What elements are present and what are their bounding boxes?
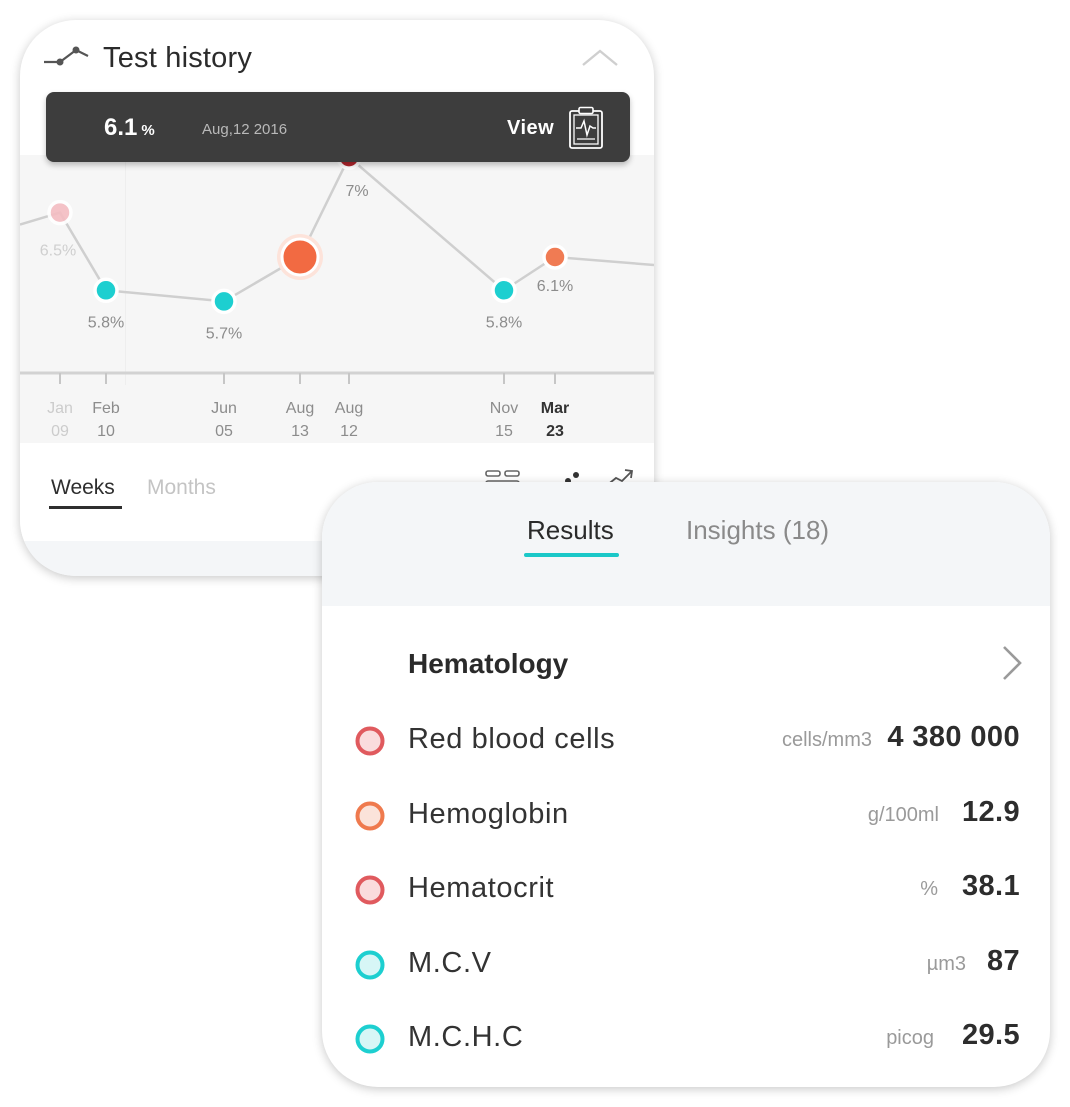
status-dot-icon	[355, 875, 385, 905]
result-name: Hematocrit	[408, 872, 555, 904]
data-point	[93, 277, 119, 304]
data-label: 7%	[345, 183, 368, 200]
data-point	[280, 237, 320, 277]
result-value: 29.5	[961, 1019, 1020, 1051]
x-tick-label-day: 15	[495, 423, 513, 440]
tab-weeks[interactable]: Weeks	[51, 476, 115, 499]
test-history-header[interactable]: Test history	[20, 20, 654, 100]
data-point	[491, 277, 517, 304]
result-unit: cells/mm3	[781, 729, 872, 751]
x-tick-label-month: Aug	[335, 400, 363, 417]
data-point	[47, 199, 73, 226]
status-dot-icon	[355, 726, 385, 756]
result-name: Hemoglobin	[408, 797, 569, 830]
x-tick-label-month: Mar	[541, 400, 569, 417]
result-unit: g/100ml	[867, 803, 939, 826]
tab-weeks-underline	[49, 506, 122, 509]
result-row[interactable]: Red blood cells cells/mm3 4 380 000	[322, 711, 1050, 771]
result-unit: picog	[886, 1027, 934, 1049]
status-dot-icon	[355, 1024, 385, 1054]
selected-unit: %	[141, 122, 155, 139]
tab-results-underline	[524, 553, 619, 557]
selected-value: 6.1%	[104, 114, 155, 141]
result-row[interactable]: M.C.H.C picog 29.5	[322, 1009, 1050, 1069]
result-name: Red blood cells	[408, 723, 616, 755]
data-label: 5.8%	[88, 314, 124, 331]
x-tick-label-month: Aug	[286, 400, 314, 417]
view-button[interactable]: View	[501, 104, 626, 152]
x-tick-label-day: 13	[291, 423, 309, 440]
result-row[interactable]: M.C.V µm3 87	[322, 935, 1050, 995]
x-tick-label-month: Nov	[490, 400, 518, 417]
status-dot-icon	[355, 950, 385, 979]
view-button-label: View	[507, 117, 555, 139]
result-value: 12.9	[961, 795, 1020, 828]
result-unit: %	[920, 878, 938, 900]
result-value: 4 380 000	[887, 721, 1020, 753]
trend-line-icon	[44, 46, 89, 66]
results-card: Results Insights (18) Hematology Red blo…	[322, 482, 1050, 1087]
result-value: 87	[986, 944, 1020, 977]
x-tick-label-day: 05	[215, 423, 233, 440]
result-name: M.C.V	[408, 946, 492, 979]
tab-months[interactable]: Months	[147, 476, 216, 499]
results-tab-bar: Results Insights (18)	[322, 482, 1050, 606]
x-tick-label-month: Jan	[47, 400, 73, 417]
x-tick-label-month: Jun	[211, 400, 237, 417]
section-title-hematology[interactable]: Hematology	[408, 648, 569, 679]
chevron-up-icon[interactable]	[580, 46, 620, 68]
test-history-chart: 6.5% Jan 09 5.8% Feb 10 5.7% Jun 05 Aug 13 7% Aug 12 5…	[20, 155, 654, 443]
data-point	[211, 288, 237, 315]
test-history-card: Test history 6.5% Jan 09 5.8% Feb 10 5.7% Jun 05…	[20, 20, 654, 576]
status-dot-icon	[355, 801, 385, 830]
tab-insights[interactable]: Insights (18)	[686, 515, 830, 545]
chart-lane-divider	[125, 155, 126, 385]
x-tick-label-month: Feb	[92, 400, 120, 417]
result-unit: µm3	[926, 952, 966, 975]
result-value: 38.1	[961, 870, 1020, 902]
selected-point-bar: 6.1% Aug,12 2016 View	[46, 92, 630, 162]
x-tick-label-day: 10	[97, 423, 115, 440]
x-tick-label-day: 09	[51, 423, 69, 440]
x-tick-label-day: 23	[546, 423, 564, 440]
test-history-title: Test history	[103, 42, 253, 74]
x-tick-label-day: 12	[340, 423, 358, 440]
data-point	[542, 244, 568, 270]
result-row[interactable]: Hematocrit% 38.1	[322, 860, 1050, 920]
tab-results[interactable]: Results	[527, 515, 614, 545]
result-name: M.C.H.C	[408, 1021, 524, 1053]
chevron-right-icon[interactable]	[998, 644, 1024, 682]
line-chart: 6.5% Jan 09 5.8% Feb 10 5.7% Jun 05 Aug 13 7% Aug 12 5…	[20, 155, 654, 440]
data-label: 6.5%	[40, 243, 76, 260]
data-label: 6.1%	[537, 278, 573, 295]
result-row[interactable]: Hemoglobin g/100ml 12.9	[322, 786, 1050, 846]
selected-date: Aug,12 2016	[202, 121, 288, 138]
data-label: 5.7%	[206, 325, 242, 342]
clipboard-chart-icon	[569, 106, 603, 149]
data-label: 5.8%	[486, 314, 522, 331]
